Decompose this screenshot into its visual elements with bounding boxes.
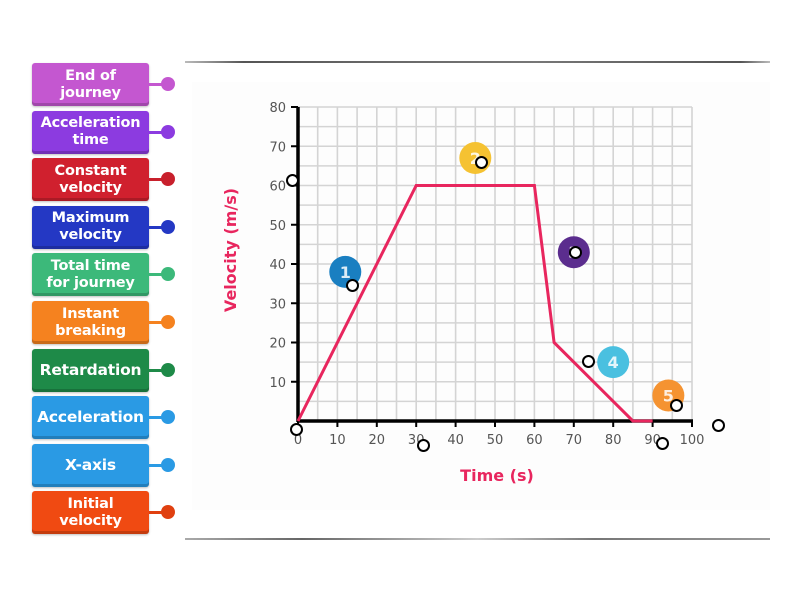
label-tile[interactable]: Maximum velocity [32, 205, 149, 249]
draggable-label-initial-velocity[interactable]: Initial velocity [32, 491, 182, 535]
y-tick-label: 30 [269, 297, 286, 312]
drag-handle-icon[interactable] [161, 505, 175, 520]
connector-line [149, 321, 163, 324]
label-text: Initial velocity [59, 495, 122, 529]
draggable-label-constant-velocity[interactable]: Constant velocity [32, 158, 182, 202]
y-tick-label: 20 [269, 337, 286, 352]
drop-target-8[interactable] [417, 439, 430, 452]
drag-handle-icon[interactable] [161, 219, 175, 234]
draggable-label-acceleration-time[interactable]: Acceleration time [32, 110, 182, 154]
label-text: Total time for journey [46, 257, 135, 291]
draggable-label-instant-breaking[interactable]: Instant breaking [32, 301, 182, 344]
label-text: End of journey [60, 67, 121, 101]
x-tick-label: 50 [487, 433, 504, 448]
drag-handle-icon[interactable] [161, 315, 175, 329]
connector-line [149, 130, 163, 134]
drag-handle-icon[interactable] [161, 362, 175, 377]
board-bottom-rule [185, 538, 770, 540]
label-text: Constant velocity [54, 162, 127, 196]
velocity-line [296, 184, 653, 423]
label-tile[interactable]: Constant velocity [32, 158, 149, 202]
y-axis-label: Velocity (m/s) [221, 188, 240, 312]
connector-line [149, 225, 163, 229]
connector-line [149, 511, 163, 515]
x-tick-label: 80 [605, 433, 622, 448]
drop-target-5[interactable] [582, 355, 595, 368]
label-tile[interactable]: Instant breaking [32, 301, 149, 344]
drag-handle-icon[interactable] [161, 124, 175, 139]
draggable-label-total-time-for-journey[interactable]: Total time for journey [32, 253, 182, 297]
drop-target-1[interactable] [286, 174, 299, 187]
draggable-label-maximum-velocity[interactable]: Maximum velocity [32, 205, 182, 249]
hotspot-marker-4 [597, 346, 630, 379]
drop-target-10[interactable] [712, 419, 725, 432]
x-tick-label: 20 [369, 433, 386, 448]
hotspot-number: 4 [608, 353, 619, 372]
label-tile[interactable]: Total time for journey [32, 253, 149, 297]
y-tick-label: 10 [269, 376, 286, 391]
y-tick-label: 70 [269, 140, 286, 155]
label-tile[interactable]: Retardation [32, 348, 149, 392]
drag-handle-icon[interactable] [161, 267, 175, 282]
label-text: Instant breaking [55, 305, 126, 339]
label-text: Retardation [39, 360, 142, 379]
label-tile[interactable]: Initial velocity [32, 491, 149, 535]
label-text: Maximum velocity [51, 210, 130, 244]
connector-line [149, 416, 163, 420]
y-tick-label: 40 [269, 258, 286, 273]
draggable-label-end-of-journey[interactable]: End of journey [32, 63, 182, 106]
connector-line [149, 273, 163, 277]
drop-target-6[interactable] [670, 399, 683, 412]
drop-target-2[interactable] [346, 279, 359, 292]
x-tick-label: 0 [294, 433, 302, 448]
connector-line [149, 178, 163, 182]
label-text: X-axis [65, 455, 116, 474]
y-tick-label: 50 [269, 219, 286, 234]
x-tick-label: 40 [447, 433, 464, 448]
drag-handle-icon[interactable] [161, 457, 175, 472]
connector-line [149, 83, 163, 86]
x-tick-label: 100 [680, 433, 705, 448]
x-tick-label: 70 [566, 433, 583, 448]
x-tick-label: 10 [329, 433, 346, 448]
x-tick-label: 60 [526, 433, 543, 448]
draggable-label-x-axis[interactable]: X-axis [32, 443, 182, 487]
label-tile[interactable]: Acceleration time [32, 110, 149, 154]
hotspot-number: 5 [663, 386, 674, 405]
drop-target-9[interactable] [656, 437, 669, 450]
label-text: Acceleration time [40, 115, 141, 149]
label-tile[interactable]: End of journey [32, 63, 149, 106]
drag-handle-icon[interactable] [161, 172, 175, 187]
drop-target-3[interactable] [475, 156, 488, 169]
drop-target-4[interactable] [569, 246, 582, 259]
drop-target-7[interactable] [290, 423, 303, 436]
draggable-label-acceleration[interactable]: Acceleration [32, 396, 182, 440]
y-tick-label: 80 [269, 101, 286, 116]
drag-handle-icon[interactable] [161, 77, 175, 91]
label-tile[interactable]: X-axis [32, 443, 149, 487]
label-text: Acceleration [37, 408, 144, 427]
hotspot-number: 1 [340, 263, 351, 282]
drag-handle-icon[interactable] [161, 410, 175, 425]
connector-line [149, 463, 163, 467]
board-top-rule [185, 61, 770, 63]
x-axis-label: Time (s) [460, 466, 534, 485]
connector-line [149, 368, 163, 372]
y-tick-label: 60 [269, 180, 286, 195]
label-tile[interactable]: Acceleration [32, 396, 149, 440]
draggable-label-retardation[interactable]: Retardation [32, 348, 182, 392]
